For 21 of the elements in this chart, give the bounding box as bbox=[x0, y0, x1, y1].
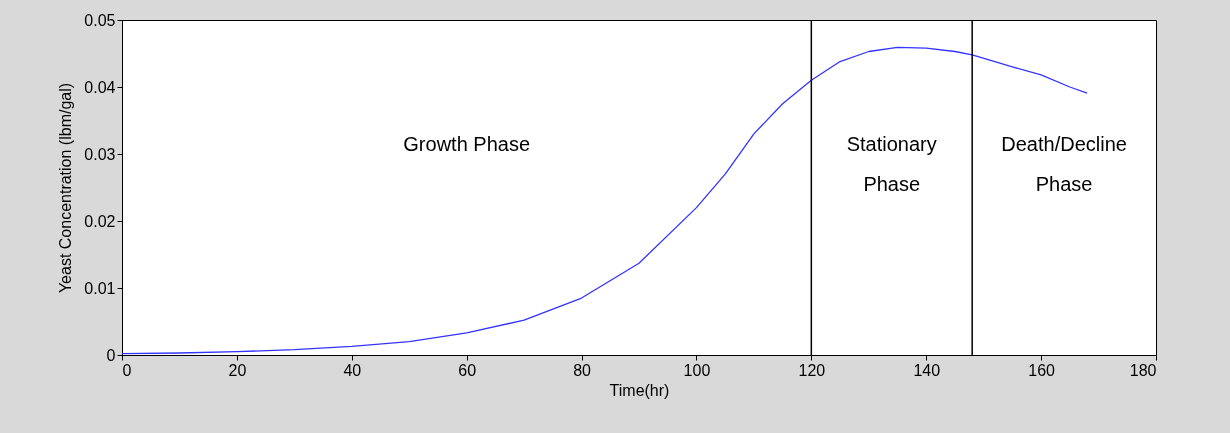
x-tick-label: 60 bbox=[458, 361, 477, 379]
x-tick-label: 80 bbox=[573, 361, 592, 379]
y-tick-label: 0.02 bbox=[84, 212, 116, 230]
annotation: Death/Decline Phase bbox=[1001, 133, 1127, 195]
x-tick-label: 0 bbox=[122, 361, 132, 379]
y-tick-label: 0.01 bbox=[84, 279, 116, 297]
y-axis-title: Yeast Concentration (lbm/gal) bbox=[57, 82, 75, 294]
annotation: Stationary Phase bbox=[846, 133, 937, 195]
x-tick-label: 180 bbox=[1129, 361, 1157, 379]
annotation: Growth Phase bbox=[403, 133, 531, 155]
x-tick-label: 40 bbox=[343, 361, 362, 379]
x-tick-label: 140 bbox=[913, 361, 941, 379]
y-tick-label: 0.04 bbox=[84, 78, 116, 96]
x-axis-title: Time(hr) bbox=[609, 381, 670, 399]
x-tick-label: 100 bbox=[683, 361, 711, 379]
y-tick-label: 0.03 bbox=[84, 145, 116, 163]
y-tick-label: 0.05 bbox=[84, 11, 116, 29]
y-tick-label: 0 bbox=[106, 346, 116, 364]
x-tick-label: 20 bbox=[228, 361, 247, 379]
x-tick-label: 120 bbox=[798, 361, 826, 379]
x-tick-label: 160 bbox=[1028, 361, 1056, 379]
